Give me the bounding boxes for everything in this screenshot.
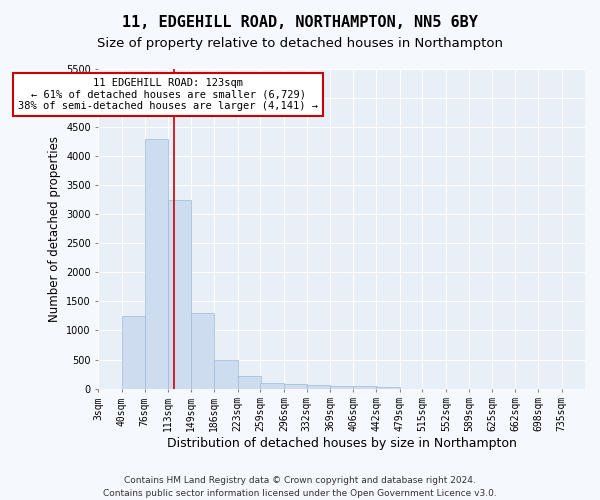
Bar [238,376,261,388]
Text: Size of property relative to detached houses in Northampton: Size of property relative to detached ho… [97,38,503,51]
Text: 11 EDGEHILL ROAD: 123sqm
← 61% of detached houses are smaller (6,729)
38% of sem: 11 EDGEHILL ROAD: 123sqm ← 61% of detach… [18,78,318,111]
Bar [376,386,400,388]
Bar [330,386,353,388]
Bar [260,382,284,388]
Bar [145,138,168,388]
Bar [122,316,145,388]
Bar [284,384,307,388]
X-axis label: Distribution of detached houses by size in Northampton: Distribution of detached houses by size … [167,437,517,450]
Bar [214,360,238,388]
Bar [168,200,191,388]
Text: 11, EDGEHILL ROAD, NORTHAMPTON, NN5 6BY: 11, EDGEHILL ROAD, NORTHAMPTON, NN5 6BY [122,15,478,30]
Bar [353,386,377,388]
Text: Contains HM Land Registry data © Crown copyright and database right 2024.
Contai: Contains HM Land Registry data © Crown c… [103,476,497,498]
Y-axis label: Number of detached properties: Number of detached properties [47,136,61,322]
Bar [191,313,214,388]
Bar [307,386,330,388]
